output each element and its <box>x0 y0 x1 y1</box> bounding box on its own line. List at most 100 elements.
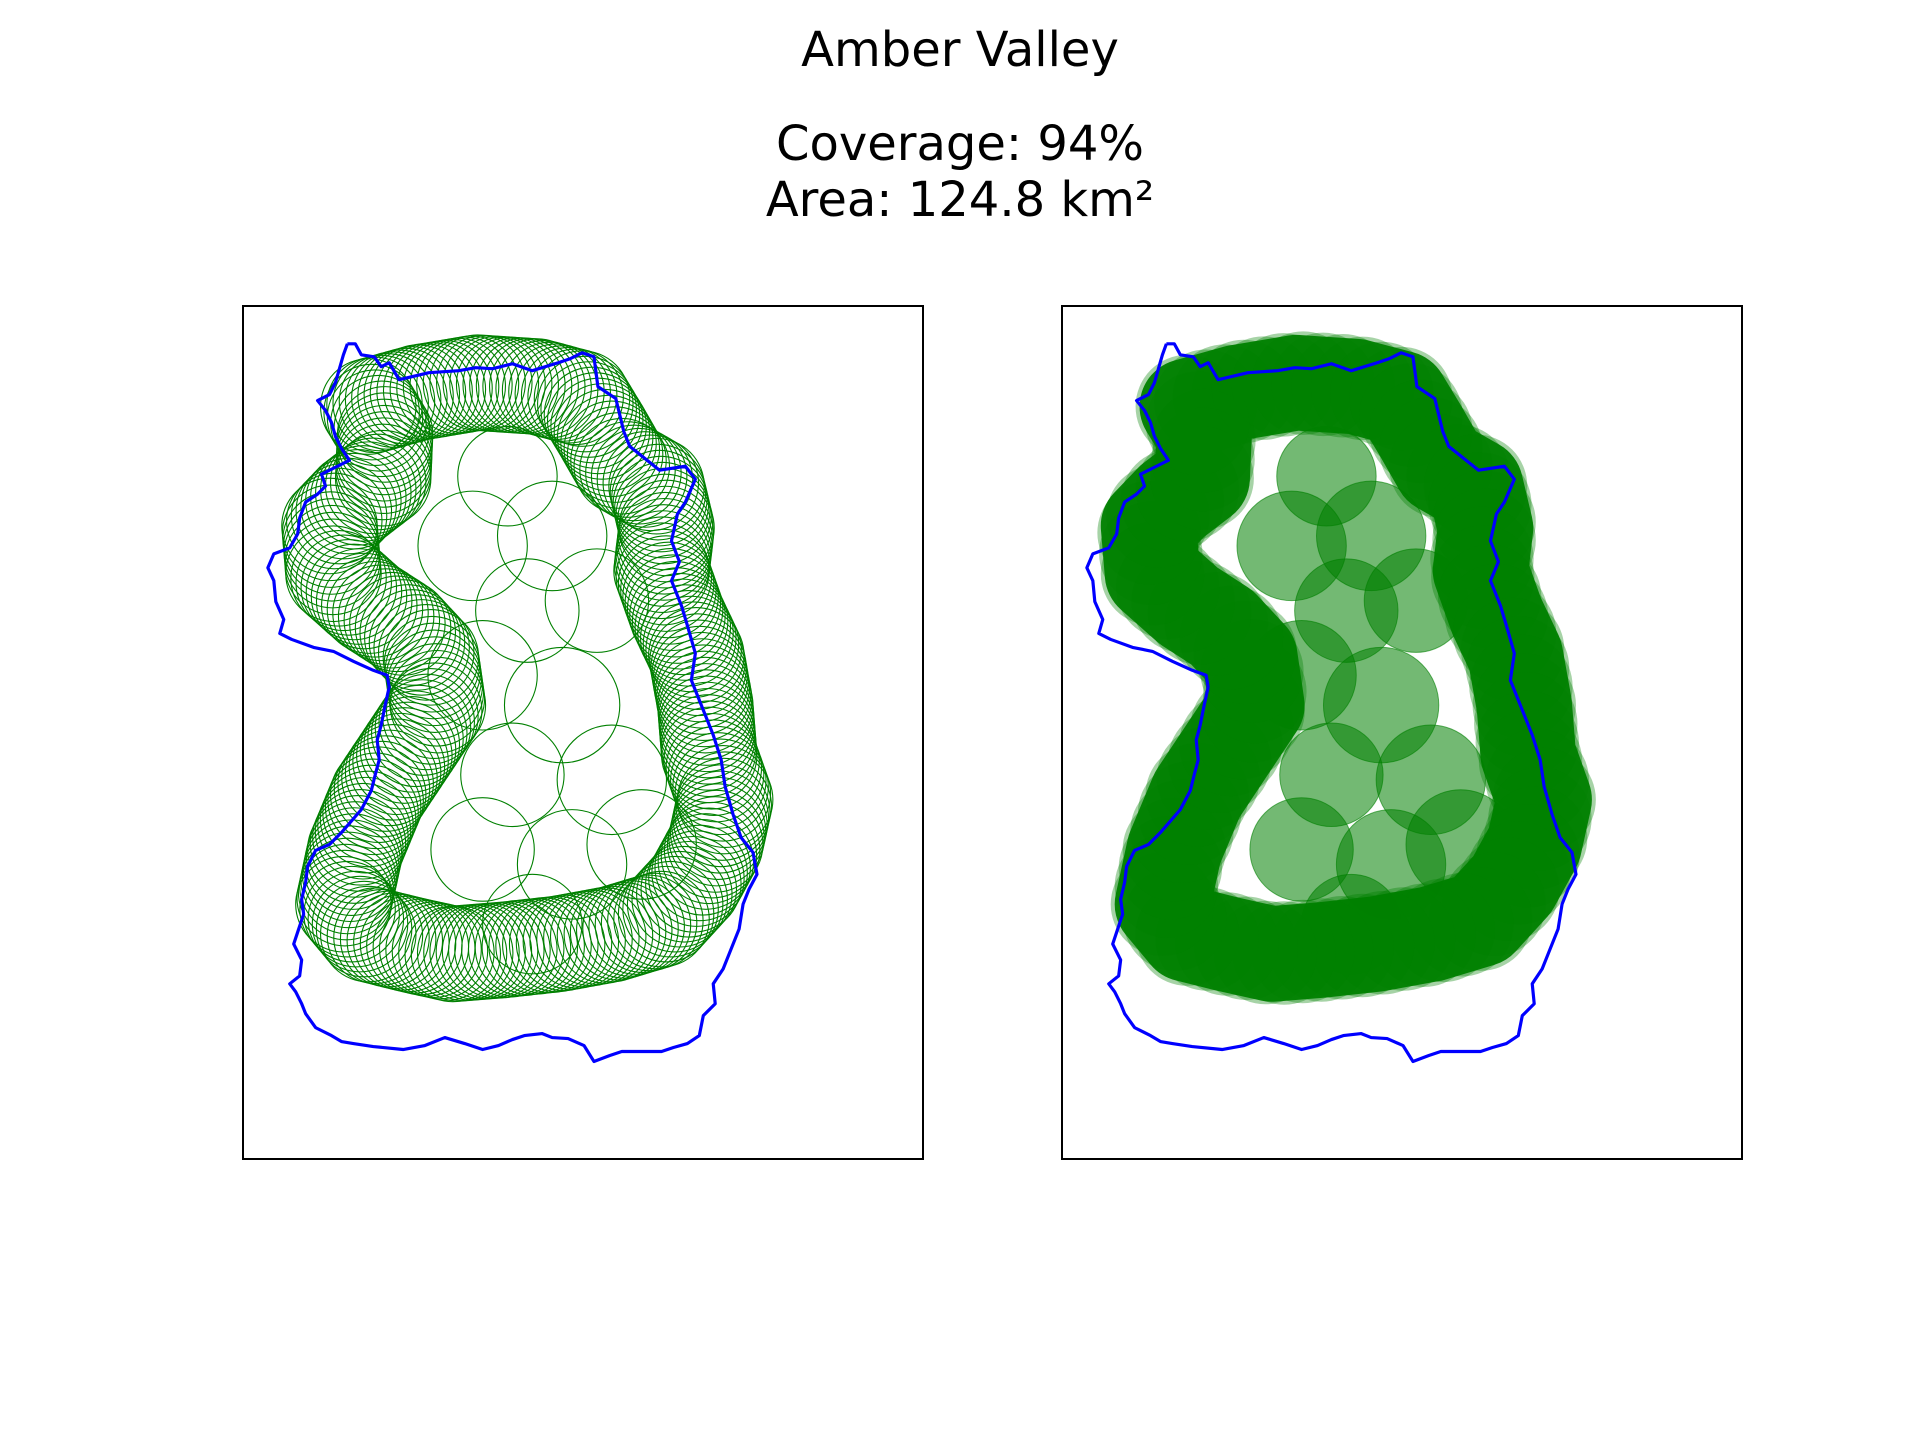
coverage-circle <box>1474 672 1578 776</box>
coverage-circle <box>299 860 396 958</box>
coverage-circle <box>1179 585 1284 690</box>
coverage-circle <box>359 584 456 681</box>
coverage-circle <box>319 770 417 868</box>
coverage-circle <box>382 609 480 706</box>
coverage-circle <box>1191 339 1296 444</box>
coverage-circle <box>668 789 765 887</box>
coverage-circle <box>1232 901 1336 1005</box>
coverage-circle <box>1271 332 1375 437</box>
coverage-circle <box>309 795 407 892</box>
coverage-circle <box>617 535 715 632</box>
coverage-circle <box>336 386 434 483</box>
coverage-circle <box>1120 449 1225 553</box>
coverage-circle <box>286 472 383 570</box>
coverage-circle <box>326 369 424 467</box>
coverage-circle <box>496 480 608 592</box>
coverage-circle <box>1099 501 1203 606</box>
coverage-filled-map-panel <box>1061 305 1743 1160</box>
coverage-circle <box>622 860 719 958</box>
coverage-circle <box>1301 873 1402 975</box>
coverage-circle <box>1269 898 1374 1002</box>
coverage-circle <box>1391 878 1495 983</box>
coverage-circle <box>654 644 752 742</box>
coverage-circle <box>326 560 424 658</box>
coverage-circle <box>1485 728 1590 833</box>
coverage-circle <box>384 622 482 720</box>
coverage-circle <box>481 898 579 996</box>
coverage-outline-map-panel <box>242 305 924 1160</box>
coverage-circle <box>398 904 495 1001</box>
coverage-band <box>1100 334 1592 1002</box>
coverage-circle <box>366 897 463 994</box>
coverage-circle <box>1193 600 1297 705</box>
coverage-circle <box>314 782 412 880</box>
coverage-circle <box>1167 709 1272 813</box>
coverage-circle <box>543 366 641 464</box>
coverage-circle <box>1405 789 1516 900</box>
coverage-circle <box>1137 761 1242 865</box>
coverage-circle-group <box>281 334 774 1003</box>
coverage-circle <box>368 594 466 691</box>
coverage-circle <box>374 679 472 776</box>
coverage-circle <box>1175 892 1279 996</box>
coverage-circle <box>1106 464 1210 568</box>
coverage-circle <box>1372 883 1476 988</box>
coverage-circle <box>388 649 486 747</box>
region-boundary <box>1085 342 1578 1064</box>
coverage-circle <box>1465 616 1570 720</box>
coverage-circle <box>1430 506 1534 611</box>
coverage-circle <box>1155 887 1259 991</box>
coverage-circle <box>305 543 403 641</box>
coverage-circle <box>663 801 761 899</box>
coverage-circle <box>1351 887 1456 991</box>
coverage-circle <box>1363 548 1469 653</box>
coverage-circle <box>1423 434 1528 538</box>
coverage-circle <box>1466 821 1571 925</box>
coverage-circle <box>1456 837 1560 942</box>
coverage-circle <box>516 809 628 920</box>
coverage-circle <box>612 455 710 553</box>
coverage-outline-map <box>266 334 774 1064</box>
region-boundary <box>266 342 759 1064</box>
coverage-circle <box>1190 675 1294 780</box>
coverage-circle <box>1114 834 1219 938</box>
coverage-circle <box>385 662 483 760</box>
coverage-circle <box>522 893 620 990</box>
coverage-circle <box>385 629 483 727</box>
coverage-circle <box>1251 331 1355 435</box>
coverage-circle <box>527 348 624 446</box>
coverage-circle <box>482 337 579 435</box>
coverage-circle <box>1331 891 1435 995</box>
coverage-circle <box>307 870 405 968</box>
coverage-circle <box>1231 333 1336 437</box>
coverage-circle <box>1201 658 1305 763</box>
coverage-circle <box>1211 336 1316 440</box>
coverage-circle <box>1349 346 1453 451</box>
coverage-circle <box>609 443 707 541</box>
coverage-circle <box>596 431 694 528</box>
coverage-circle <box>488 897 585 995</box>
coverage-circle <box>1432 488 1536 592</box>
coverage-circle <box>427 619 538 731</box>
coverage-circle <box>575 882 673 979</box>
coverage-circle <box>457 425 558 527</box>
coverage-circle <box>1389 414 1493 519</box>
coverage-circle <box>1330 341 1434 446</box>
coverage-circle <box>1122 797 1227 902</box>
coverage-circle <box>613 461 711 559</box>
coverage-circle <box>1437 544 1542 649</box>
coverage-circle <box>1135 354 1239 459</box>
coverage-circle <box>1379 397 1483 501</box>
coverage-circle <box>1110 852 1215 956</box>
coverage-circle <box>323 363 420 461</box>
coverage-circle <box>1291 333 1395 438</box>
coverage-circle <box>1251 899 1355 1004</box>
coverage-circle <box>615 528 713 626</box>
coverage-circle <box>613 522 710 620</box>
coverage-circle <box>556 887 654 984</box>
coverage-circle <box>1406 424 1510 528</box>
coverage-circle <box>543 889 640 987</box>
coverage-circle <box>1213 900 1318 1005</box>
coverage-filled-map <box>1085 331 1596 1064</box>
coverage-area-fill <box>1097 331 1596 1005</box>
